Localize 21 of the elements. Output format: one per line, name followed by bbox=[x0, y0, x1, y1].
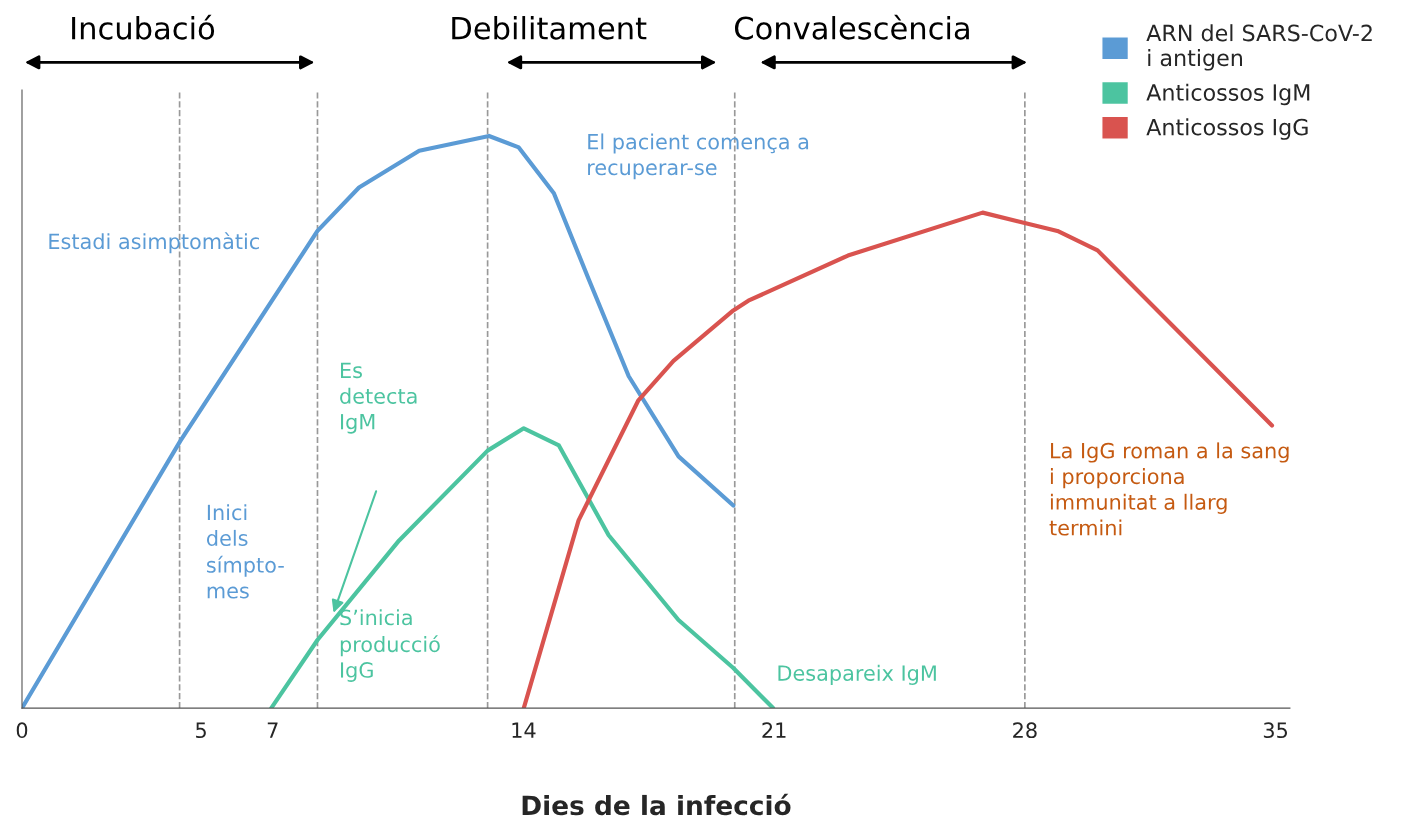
x-tick-label: 5 bbox=[196, 722, 206, 739]
legend-label: ARN del SARS-CoV-2 i antigen bbox=[1146, 24, 1372, 71]
annotation: Estadi asimptomàtic bbox=[49, 232, 259, 254]
annotation: S’inicia producció IgG bbox=[340, 609, 440, 682]
text: Debilitament bbox=[452, 16, 647, 40]
x-tick-label: 21 bbox=[762, 722, 786, 738]
x-axis-title: Dies de la infecció bbox=[522, 793, 791, 816]
x-tick-label: 35 bbox=[1263, 722, 1288, 739]
annotation: Desapareix IgM bbox=[778, 664, 936, 685]
x-tick-label: 28 bbox=[1013, 722, 1037, 739]
annotation: La IgG roman a la sang i proporciona immunitat a llarg termini bbox=[1049, 442, 1289, 536]
x-tick-label: 0 bbox=[16, 722, 28, 739]
annotation: El pacient comença a recuperar-se bbox=[588, 133, 809, 180]
x-tick-label: 7 bbox=[267, 722, 278, 738]
annotation: Inici dels símpto- mes bbox=[206, 504, 284, 599]
legend-label: Anticossos IgG bbox=[1146, 118, 1308, 140]
legend-label: Anticossos IgM bbox=[1146, 83, 1310, 106]
annotation: Es detecta IgM bbox=[340, 362, 417, 434]
text: Convalescència bbox=[734, 14, 969, 40]
x-tick-label: 14 bbox=[512, 722, 536, 738]
text: Incubació bbox=[72, 14, 215, 40]
